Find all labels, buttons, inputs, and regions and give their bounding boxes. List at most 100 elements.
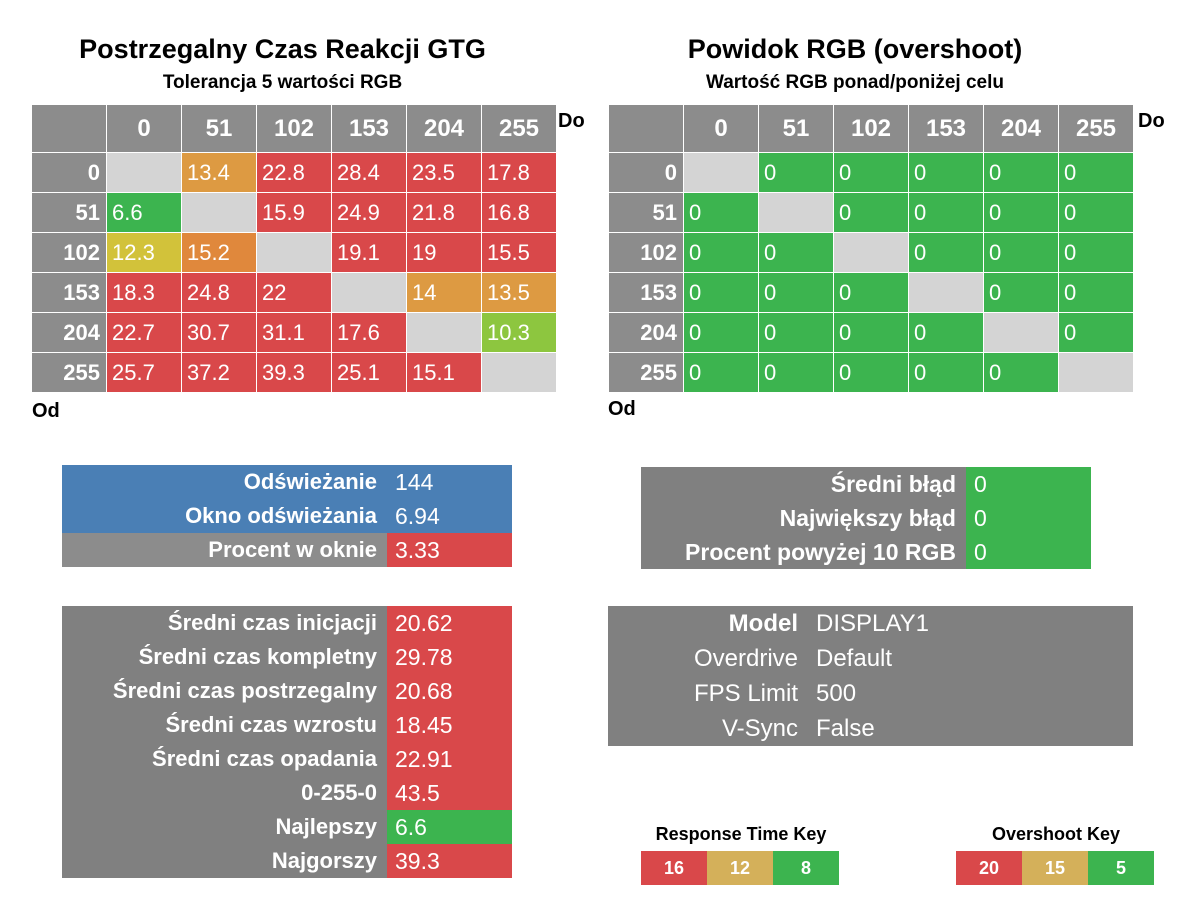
gtg-cell [181, 192, 257, 233]
gtg-row-header: 0 [31, 152, 107, 193]
gtg-cell: 14 [406, 272, 482, 313]
error-value: 0 [966, 467, 1091, 501]
right-from-label: Od [608, 398, 636, 420]
overshoot-cell: 0 [1058, 232, 1134, 273]
overshoot-cell: 0 [908, 152, 984, 193]
left-from-label: Od [32, 400, 60, 422]
overshoot-col-header: 0 [683, 104, 759, 153]
stats-value: 20.68 [387, 674, 512, 708]
refresh-label: Procent w oknie [62, 533, 387, 567]
stats-value: 22.91 [387, 742, 512, 776]
info-label: FPS Limit [693, 679, 798, 707]
stats-value: 18.45 [387, 708, 512, 742]
overshoot-row-header: 102 [608, 232, 684, 273]
overshoot-col-header: 255 [1058, 104, 1134, 153]
gtg-cell: 15.5 [481, 232, 557, 273]
gtg-cell: 6.6 [106, 192, 182, 233]
overshoot-col-header: 102 [833, 104, 909, 153]
gtg-cell: 22 [256, 272, 332, 313]
overshoot-row-header: 51 [608, 192, 684, 233]
stats-label: 0-255-0 [62, 776, 387, 810]
overshoot-cell: 0 [908, 352, 984, 393]
overshoot-row-header: 255 [608, 352, 684, 393]
error-label: Największy błąd [641, 501, 966, 535]
overshoot-cell: 0 [833, 312, 909, 353]
overshoot-cell [758, 192, 834, 233]
overshoot-cell: 0 [908, 232, 984, 273]
gtg-cell: 17.8 [481, 152, 557, 193]
response-time-key-title: Response Time Key [655, 824, 827, 844]
overshoot-cell: 0 [1058, 312, 1134, 353]
gtg-col-header: 153 [331, 104, 407, 153]
overshoot-cell: 0 [908, 192, 984, 233]
refresh-label: Odświeżanie [62, 465, 387, 499]
stats-row: Najgorszy 39.3 [62, 844, 512, 878]
gtg-cell: 22.7 [106, 312, 182, 353]
right-chart-subtitle: Wartość RGB ponad/poniżej celu [705, 72, 1005, 93]
gtg-col-header: 102 [256, 104, 332, 153]
error-row: Procent powyżej 10 RGB 0 [641, 535, 1091, 569]
left-chart-subtitle: Tolerancja 5 wartości RGB [162, 72, 403, 93]
gtg-cell: 24.8 [181, 272, 257, 313]
right-heatmap: 0 51 102 153 204 255 0 0 0 0 0 0 51 0 0 0 0 0 102 0 0 0 0 0 153 0… [608, 104, 1134, 393]
left-to-label: Do [558, 110, 585, 132]
error-label: Procent powyżej 10 RGB [641, 535, 966, 569]
refresh-row: Procent w oknie 3.33 [62, 533, 512, 567]
overshoot-cell: 0 [983, 272, 1059, 313]
stats-value: 6.6 [387, 810, 512, 844]
gtg-col-header: 255 [481, 104, 557, 153]
overshoot-key: Overshoot Key 20 15 5 [956, 824, 1156, 885]
stats-value: 39.3 [387, 844, 512, 878]
overshoot-cell: 0 [833, 352, 909, 393]
gtg-corner [31, 104, 107, 153]
response-time-key: Response Time Key 16 12 8 [641, 824, 841, 885]
gtg-cell: 39.3 [256, 352, 332, 393]
gtg-cell: 19.1 [331, 232, 407, 273]
gtg-cell: 13.5 [481, 272, 557, 313]
error-value: 0 [966, 535, 1091, 569]
overshoot-cell: 0 [758, 312, 834, 353]
info-value: 500 [816, 679, 857, 707]
overshoot-cell: 0 [833, 192, 909, 233]
error-label: Średni błąd [641, 467, 966, 501]
gtg-cell: 25.7 [106, 352, 182, 393]
overshoot-cell: 0 [758, 152, 834, 193]
error-panel: Średni błąd 0 Największy błąd 0 Procent powy… [641, 467, 1091, 569]
gtg-cell: 31.1 [256, 312, 332, 353]
refresh-row: Okno odświeżania 6.94 [62, 499, 512, 533]
overshoot-key-cell: 20 [956, 851, 1022, 885]
refresh-value: 3.33 [387, 533, 512, 567]
overshoot-cell: 0 [1058, 192, 1134, 233]
info-value: DISPLAY1 [816, 609, 929, 637]
info-value: Default [816, 644, 893, 672]
gtg-cell: 28.4 [331, 152, 407, 193]
overshoot-cell: 0 [1058, 272, 1134, 313]
stats-label: Średni czas kompletny [62, 640, 387, 674]
response-key-cell: 12 [707, 851, 773, 885]
gtg-cell [256, 232, 332, 273]
gtg-col-header: 0 [106, 104, 182, 153]
overshoot-cell: 0 [683, 352, 759, 393]
gtg-cell: 15.1 [406, 352, 482, 393]
stats-row: Średni czas wzrostu 18.45 [62, 708, 512, 742]
overshoot-row-header: 0 [608, 152, 684, 193]
overshoot-cell: 0 [758, 232, 834, 273]
error-row: Największy błąd 0 [641, 501, 1091, 535]
overshoot-cell: 0 [758, 352, 834, 393]
refresh-panel: Odświeżanie 144 Okno odświeżania 6.94 Procen… [62, 465, 512, 567]
stats-label: Najlepszy [62, 810, 387, 844]
left-chart-title: Postrzegalny Czas Reakcji GTG [79, 34, 486, 64]
gtg-row-header: 51 [31, 192, 107, 233]
gtg-row-header: 255 [31, 352, 107, 393]
overshoot-cell: 0 [983, 152, 1059, 193]
gtg-cell: 30.7 [181, 312, 257, 353]
gtg-cell: 15.2 [181, 232, 257, 273]
gtg-cell: 24.9 [331, 192, 407, 233]
gtg-col-header: 51 [181, 104, 257, 153]
gtg-cell: 10.3 [481, 312, 557, 353]
refresh-value: 144 [387, 465, 512, 499]
gtg-cell: 21.8 [406, 192, 482, 233]
stats-label: Średni czas opadania [62, 742, 387, 776]
overshoot-cell: 0 [1058, 152, 1134, 193]
info-row: FPS Limit 500 [608, 676, 1133, 711]
